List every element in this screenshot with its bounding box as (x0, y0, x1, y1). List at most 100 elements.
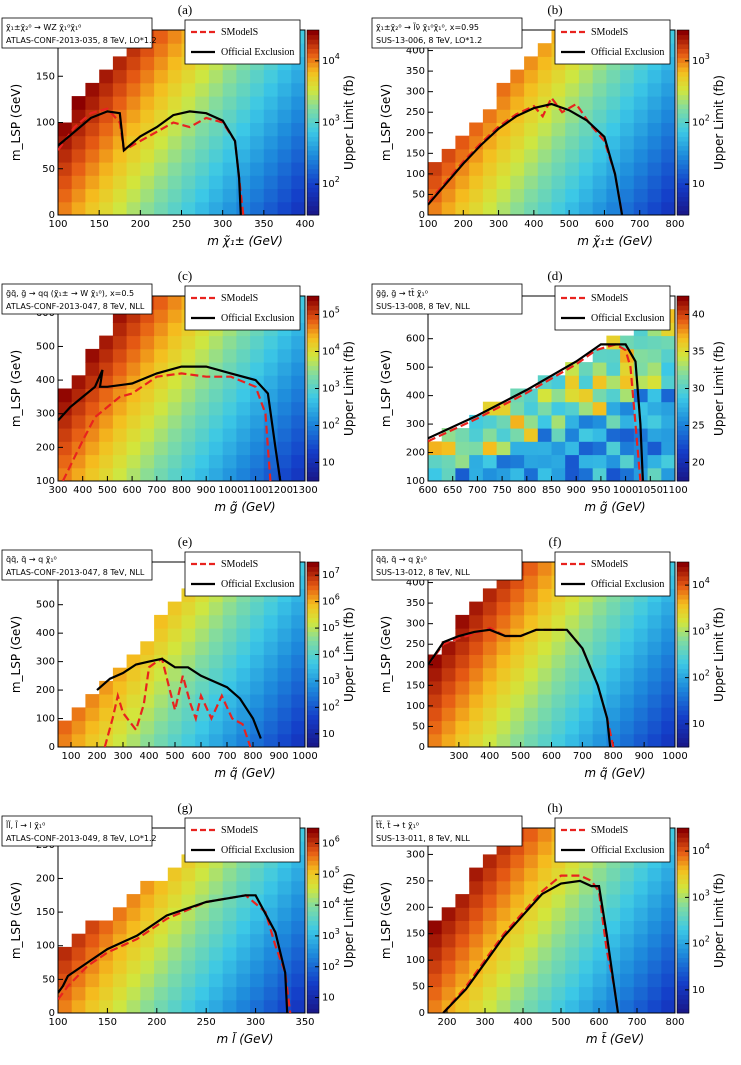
heatmap-cell (428, 920, 443, 935)
heatmap-cell (154, 162, 169, 176)
heatmap-cell (250, 162, 265, 176)
heatmap-cell (140, 441, 155, 456)
heatmap-cell (263, 175, 278, 190)
heatmap-cell (565, 614, 580, 629)
heatmap-cell (441, 946, 456, 961)
heatmap-cell (647, 960, 662, 974)
heatmap-cell (140, 148, 155, 163)
heatmap-cell (524, 694, 539, 708)
heatmap-cell (441, 441, 456, 456)
x-tick-label: 400 (513, 1017, 532, 1028)
x-tick-label: 350 (295, 1017, 314, 1028)
process-text: χ̃₁±χ̃₂⁰ → WZ χ̃₁⁰χ̃₁⁰ (6, 23, 81, 32)
heatmap-cell (112, 467, 128, 482)
heatmap-cell (510, 162, 525, 176)
heatmap-cell (482, 707, 498, 722)
heatmap-cell (154, 467, 169, 482)
color-bar-segment (307, 952, 319, 958)
heatmap-cell (291, 335, 306, 350)
heatmap-cell (277, 441, 292, 456)
heatmap-cell (154, 454, 169, 469)
heatmap-cell (606, 441, 621, 456)
heatmap-cell (181, 960, 196, 974)
heatmap-cell (510, 867, 525, 882)
color-bar-segment (677, 71, 689, 77)
heatmap-cell (208, 733, 224, 748)
heatmap-cell (620, 641, 635, 655)
color-bar-segment (307, 599, 319, 605)
heatmap-cell (537, 109, 552, 123)
heatmap-cell (661, 148, 676, 163)
heatmap-cell (428, 454, 443, 469)
heatmap-cell (482, 175, 498, 190)
plot-frame (57, 561, 306, 748)
heatmap-cells (58, 30, 306, 216)
heatmap-cell (85, 188, 100, 203)
heatmap-cell (565, 122, 580, 137)
heatmap-cell (167, 428, 182, 442)
heatmap-cell (524, 641, 539, 655)
heatmap-cell (236, 707, 251, 722)
color-bar-segment (307, 187, 319, 193)
color-bar-segment (677, 566, 689, 572)
analysis-text: ATLAS-CONF-2013-035, 8 TeV, LO*1.2 (6, 36, 157, 45)
heatmap-cell (592, 388, 607, 403)
color-bar-segment (677, 127, 689, 133)
heatmap-cell (58, 188, 73, 203)
heatmap-cell (661, 960, 676, 974)
color-bar-segment (677, 943, 689, 949)
color-bar-segment (307, 668, 319, 674)
heatmap-cell (71, 946, 86, 961)
heatmap-cell (195, 986, 210, 1001)
color-bar-segment (307, 370, 319, 376)
color-bar-segment (677, 980, 689, 986)
heatmap-cell (592, 362, 607, 376)
color-bar-segment (677, 971, 689, 977)
heatmap-cell (208, 454, 224, 469)
heatmap-cell (537, 933, 552, 948)
heatmap-cell (112, 441, 128, 456)
y-tick-label: 200 (406, 128, 425, 139)
heatmap-cell (620, 894, 635, 908)
y-axis-label: m_LSP (GeV) (379, 882, 393, 959)
heatmap-cell (551, 467, 566, 482)
color-bar-segment (307, 117, 319, 123)
color-bar-segment (677, 846, 689, 852)
heatmap-cell (181, 348, 196, 363)
process-box-frame (371, 815, 523, 847)
heatmap-cell (661, 694, 676, 708)
heatmap-cell (195, 720, 210, 735)
heatmap-cell (236, 335, 251, 350)
x-tick-label: 400 (139, 751, 158, 762)
heatmap-cell (661, 454, 676, 469)
heatmap-cell (578, 973, 594, 988)
color-bar-segment (307, 108, 319, 114)
heatmap-cell (647, 162, 662, 176)
heatmap-cell (565, 441, 580, 456)
heatmap-cell (236, 973, 251, 988)
heatmap-cell (647, 720, 662, 735)
x-tick-label: 300 (489, 219, 508, 230)
heatmap-cell (469, 733, 484, 748)
heatmap-cell (592, 601, 607, 616)
color-bar-segment (677, 742, 689, 748)
color-bar-segment (677, 612, 689, 618)
color-bar-segment (307, 562, 319, 568)
heatmap-cell (482, 907, 498, 921)
heatmap-cell (482, 162, 498, 176)
color-bar-segment (677, 94, 689, 100)
heatmap-cell (524, 920, 539, 935)
x-tick-label: 200 (147, 1017, 166, 1028)
heatmap-cell (510, 667, 525, 682)
heatmap-cell (496, 986, 511, 1001)
heatmap-cell (291, 69, 306, 84)
heatmap-cell (606, 82, 621, 97)
color-bar-segment (677, 1003, 689, 1009)
heatmap-cell (99, 986, 114, 1001)
panel-label: (a) (178, 2, 192, 17)
heatmap-cell (428, 946, 443, 961)
heatmap-cell (250, 69, 265, 84)
heatmap-cell (482, 201, 498, 216)
color-bar-segment (677, 603, 689, 609)
heatmap-cell (620, 201, 635, 216)
